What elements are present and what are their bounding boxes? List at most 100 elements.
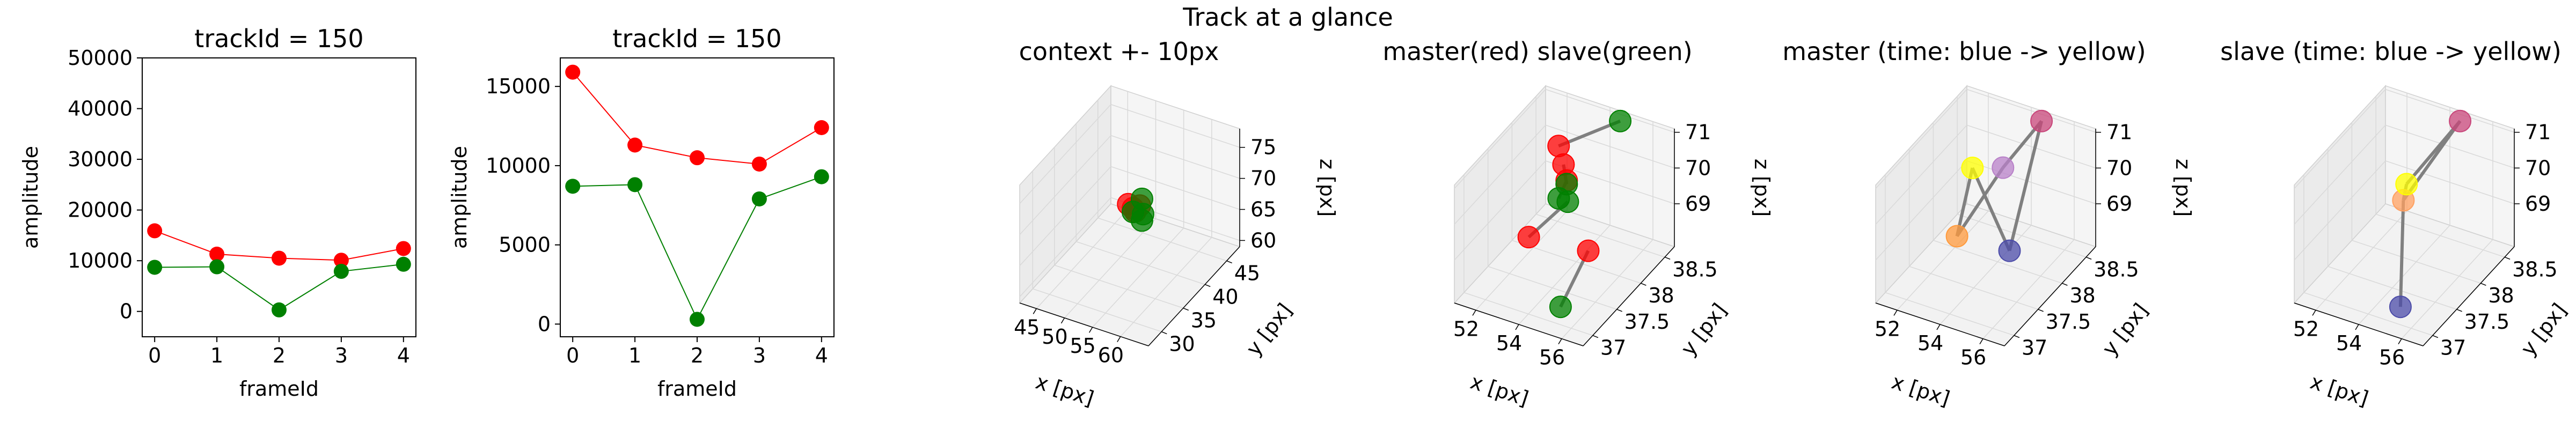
grid-line bbox=[2385, 124, 2515, 169]
z-tick-label: 71 bbox=[2525, 121, 2551, 144]
x-tick-label: 4 bbox=[397, 344, 410, 367]
grid-line bbox=[1120, 237, 1212, 337]
x-tick-label: 1 bbox=[628, 344, 641, 367]
y-tick bbox=[1226, 260, 1232, 264]
grid-line bbox=[1966, 124, 2096, 169]
y-tick bbox=[2456, 309, 2462, 312]
data-point bbox=[147, 260, 163, 275]
grid-line bbox=[1054, 264, 1183, 309]
z-tick-label: 60 bbox=[1250, 228, 1276, 252]
y-tick-label: 50000 bbox=[68, 46, 133, 70]
grid-line bbox=[2358, 225, 2450, 325]
grid-line bbox=[1561, 239, 1653, 339]
grid-line bbox=[1897, 210, 1989, 310]
data-point bbox=[627, 137, 643, 153]
y-tick-label: 37.5 bbox=[2464, 310, 2510, 334]
data-point bbox=[396, 241, 411, 256]
grid-line bbox=[1875, 160, 1967, 261]
data-point bbox=[2395, 173, 2418, 196]
x-tick-label: 56 bbox=[1539, 346, 1565, 369]
x-tick-label: 4 bbox=[815, 344, 828, 367]
grid-line bbox=[1036, 209, 1128, 309]
x-tick bbox=[1472, 309, 1476, 316]
connector-line bbox=[1956, 167, 2004, 238]
grid-line bbox=[1933, 240, 2062, 284]
y-tick bbox=[2480, 283, 2486, 286]
chart-title: trackId = 150 bbox=[612, 24, 781, 53]
data-point bbox=[1609, 109, 1632, 132]
grid-line bbox=[1064, 218, 1157, 319]
y-tick-label: 38.5 bbox=[2094, 257, 2139, 281]
data-point bbox=[272, 302, 287, 317]
data-point bbox=[1998, 239, 2021, 262]
y-tick-label: 38 bbox=[1648, 284, 1674, 307]
data-point bbox=[751, 191, 767, 206]
y-tick-label: 38.5 bbox=[2512, 257, 2558, 281]
grid-line bbox=[2352, 240, 2481, 284]
y-axis-label: y [px] bbox=[2516, 299, 2571, 360]
connector-line bbox=[1971, 167, 2011, 252]
y-tick bbox=[2432, 335, 2439, 338]
y-tick-label: 38 bbox=[2069, 284, 2095, 307]
y-tick-label: 30 bbox=[1169, 332, 1195, 356]
z-tick-label: 69 bbox=[2106, 192, 2132, 216]
grid-line bbox=[1019, 135, 1111, 235]
grid-line bbox=[1092, 227, 1184, 328]
grid-line bbox=[1545, 88, 1675, 133]
connector-line bbox=[2405, 120, 2462, 186]
grid-line bbox=[2315, 210, 2407, 310]
y-tick-label: 37.5 bbox=[2046, 310, 2091, 334]
x-tick-label: 45 bbox=[1014, 315, 1040, 339]
grid-line bbox=[2385, 88, 2515, 133]
grid-line bbox=[2328, 266, 2457, 310]
data-point bbox=[814, 169, 829, 184]
y-tick bbox=[2038, 309, 2044, 312]
y-axis-label: y [px] bbox=[2097, 299, 2153, 360]
grid-line bbox=[2385, 160, 2515, 204]
grid-line bbox=[1454, 124, 1546, 225]
y-tick-label: 0 bbox=[120, 300, 133, 323]
x-tick-label: 54 bbox=[2336, 331, 2362, 355]
grid-line bbox=[1454, 89, 1546, 189]
y-tick-label: 35 bbox=[1191, 309, 1217, 332]
y-axis-line bbox=[2423, 246, 2515, 346]
connector-line bbox=[2008, 121, 2043, 252]
x-tick-label: 3 bbox=[753, 344, 766, 367]
grid-line bbox=[2303, 292, 2433, 336]
grid-line bbox=[1982, 239, 2075, 339]
x-tick bbox=[1060, 317, 1065, 324]
x-tick bbox=[2398, 338, 2402, 345]
data-point bbox=[209, 246, 225, 262]
data-point bbox=[396, 256, 411, 272]
data-point bbox=[1961, 157, 1984, 180]
y-tick-label: 10000 bbox=[68, 249, 133, 272]
x-tick bbox=[1979, 338, 1984, 345]
y-tick-label: 45 bbox=[1234, 261, 1260, 285]
x-tick-label: 3 bbox=[335, 344, 348, 367]
grid-line bbox=[1475, 210, 1568, 310]
chart-title: slave (time: blue -> yellow) bbox=[2220, 37, 2562, 66]
y-tick-label: 37 bbox=[2440, 336, 2466, 360]
grid-line bbox=[1535, 213, 1665, 258]
data-point bbox=[1549, 295, 1572, 319]
z-axis-label: z [px] bbox=[1315, 159, 1339, 217]
y-tick bbox=[1183, 307, 1189, 311]
chart-title: master(red) slave(green) bbox=[1382, 37, 1692, 66]
x-tick-label: 52 bbox=[1453, 317, 1479, 341]
y-tick-label: 10000 bbox=[486, 154, 551, 177]
data-point bbox=[209, 259, 225, 275]
grid-line bbox=[1019, 166, 1111, 267]
y-tick bbox=[2014, 335, 2020, 338]
x-axis-label: x [px] bbox=[1033, 370, 1097, 411]
x-tick bbox=[2312, 309, 2316, 316]
grid-line bbox=[1019, 197, 1111, 297]
y-tick bbox=[1664, 256, 1671, 260]
z-tick-label: 75 bbox=[1250, 136, 1276, 159]
grid-line bbox=[1909, 266, 2038, 310]
z-tick-label: 65 bbox=[1250, 198, 1276, 221]
z-axis-label: z [px] bbox=[1750, 159, 1774, 217]
